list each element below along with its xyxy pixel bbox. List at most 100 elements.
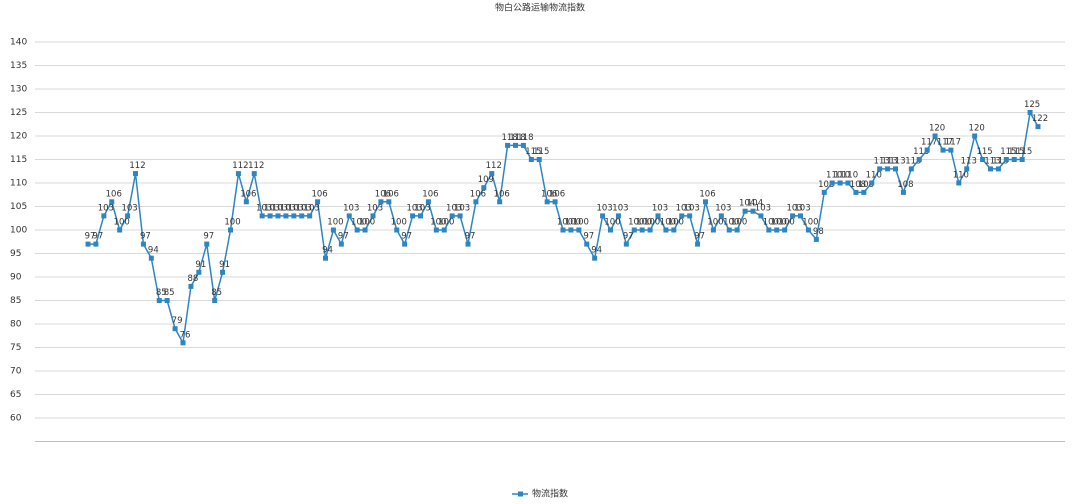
data-label: 100 xyxy=(660,218,676,228)
y-tick-label: 140 xyxy=(10,38,27,48)
marker xyxy=(948,147,954,153)
data-label: 110 xyxy=(834,171,850,181)
marker xyxy=(449,213,455,219)
data-label: 106 xyxy=(470,189,486,199)
y-tick-label: 120 xyxy=(10,132,27,142)
data-label: 100 xyxy=(668,218,684,228)
data-label: 103 xyxy=(288,203,304,213)
marker xyxy=(362,227,368,233)
data-label: 100 xyxy=(438,218,454,228)
marker xyxy=(370,213,376,219)
marker xyxy=(766,227,772,233)
data-label: 117 xyxy=(937,138,953,148)
y-tick-label: 85 xyxy=(10,296,21,306)
marker xyxy=(663,227,669,233)
marker xyxy=(338,241,344,247)
marker xyxy=(330,227,336,233)
marker xyxy=(433,227,439,233)
data-label: 115 xyxy=(525,147,541,157)
marker xyxy=(560,227,566,233)
data-label: 100 xyxy=(224,218,240,228)
marker xyxy=(259,213,265,219)
data-label: 103 xyxy=(367,203,383,213)
marker xyxy=(639,227,645,233)
data-label: 91 xyxy=(195,260,206,270)
data-label: 118 xyxy=(501,133,517,143)
marker xyxy=(671,227,677,233)
marker xyxy=(544,199,550,205)
marker xyxy=(220,269,226,275)
data-label: 103 xyxy=(304,203,320,213)
marker xyxy=(394,227,400,233)
marker xyxy=(441,227,447,233)
data-label: 97 xyxy=(140,232,151,242)
marker xyxy=(988,166,993,172)
marker xyxy=(402,241,408,247)
marker xyxy=(378,199,384,205)
marker xyxy=(900,189,906,195)
data-label: 112 xyxy=(232,161,248,171)
marker xyxy=(790,213,796,219)
data-label: 115 xyxy=(1000,147,1016,157)
marker xyxy=(1027,110,1033,115)
marker xyxy=(386,199,392,205)
data-label: 106 xyxy=(375,189,391,199)
marker xyxy=(156,298,162,303)
marker xyxy=(196,269,202,275)
marker xyxy=(782,227,788,233)
marker xyxy=(109,199,115,205)
marker xyxy=(853,189,859,195)
marker xyxy=(758,213,764,219)
marker xyxy=(133,171,138,177)
marker xyxy=(734,227,740,233)
data-label: 100 xyxy=(114,218,130,228)
marker xyxy=(251,171,257,177)
y-tick-label: 90 xyxy=(10,273,22,283)
marker xyxy=(489,171,495,177)
marker xyxy=(291,213,297,219)
data-label: 117 xyxy=(945,138,961,148)
marker xyxy=(1019,157,1025,162)
marker xyxy=(180,340,186,346)
y-tick-label: 75 xyxy=(10,343,21,353)
data-label: 100 xyxy=(636,218,652,228)
marker xyxy=(117,227,123,233)
data-label: 118 xyxy=(509,133,525,143)
y-tick-label: 80 xyxy=(10,320,22,330)
y-tick-label: 135 xyxy=(10,61,27,71)
marker xyxy=(346,213,352,219)
marker xyxy=(101,213,107,219)
marker xyxy=(1035,124,1041,130)
data-label: 103 xyxy=(264,203,280,213)
marker xyxy=(695,241,701,247)
y-tick-label: 105 xyxy=(10,202,27,212)
marker xyxy=(1011,157,1017,162)
data-label: 97 xyxy=(203,232,214,242)
data-label: 103 xyxy=(684,203,700,213)
data-label: 85 xyxy=(156,288,167,298)
chart-title: 物白公路运输物流指数 xyxy=(495,2,585,14)
data-label: 106 xyxy=(106,189,122,199)
data-label: 85 xyxy=(164,288,175,298)
data-label: 103 xyxy=(596,203,612,213)
data-label: 100 xyxy=(644,218,660,228)
marker xyxy=(188,283,194,289)
marker xyxy=(608,227,613,233)
marker xyxy=(718,213,724,219)
data-label: 94 xyxy=(591,246,602,256)
data-label: 79 xyxy=(172,316,183,326)
y-tick-label: 110 xyxy=(10,179,27,189)
y-tick-label: 60 xyxy=(10,414,22,424)
marker xyxy=(212,298,218,303)
data-label: 106 xyxy=(541,189,557,199)
marker xyxy=(1003,157,1009,162)
y-tick-label: 115 xyxy=(10,155,27,165)
data-label: 106 xyxy=(240,189,256,199)
data-label: 103 xyxy=(256,203,272,213)
marker xyxy=(647,227,653,233)
marker xyxy=(299,213,305,219)
data-label: 100 xyxy=(723,218,739,228)
marker xyxy=(164,298,170,303)
marker xyxy=(568,227,574,233)
data-label: 108 xyxy=(818,180,834,190)
